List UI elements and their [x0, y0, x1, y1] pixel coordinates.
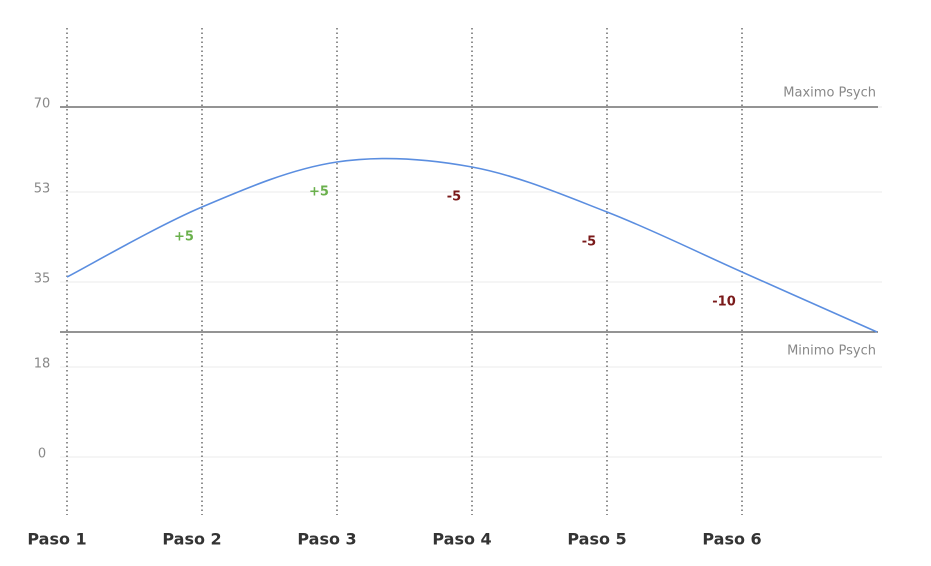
change-label: +5	[309, 185, 329, 200]
y-tick-label: 35	[34, 272, 51, 287]
y-tick-label: 0	[38, 447, 46, 462]
x-tick-label: Paso 3	[297, 530, 356, 549]
change-label: -5	[447, 190, 461, 205]
y-tick-label: 18	[34, 357, 51, 372]
y-tick-label: 53	[34, 182, 51, 197]
change-label: -5	[582, 235, 596, 250]
x-tick-label: Paso 2	[162, 530, 221, 549]
reference-label: Maximo Psych	[783, 86, 876, 101]
x-tick-label: Paso 1	[27, 530, 86, 549]
change-label: -10	[712, 295, 736, 310]
reference-label: Minimo Psych	[787, 344, 876, 359]
change-label: +5	[174, 230, 194, 245]
x-tick-label: Paso 6	[702, 530, 761, 549]
psych-line	[66, 157, 878, 333]
x-tick-label: Paso 4	[432, 530, 491, 549]
y-tick-label: 70	[34, 97, 51, 112]
x-tick-label: Paso 5	[567, 530, 626, 549]
